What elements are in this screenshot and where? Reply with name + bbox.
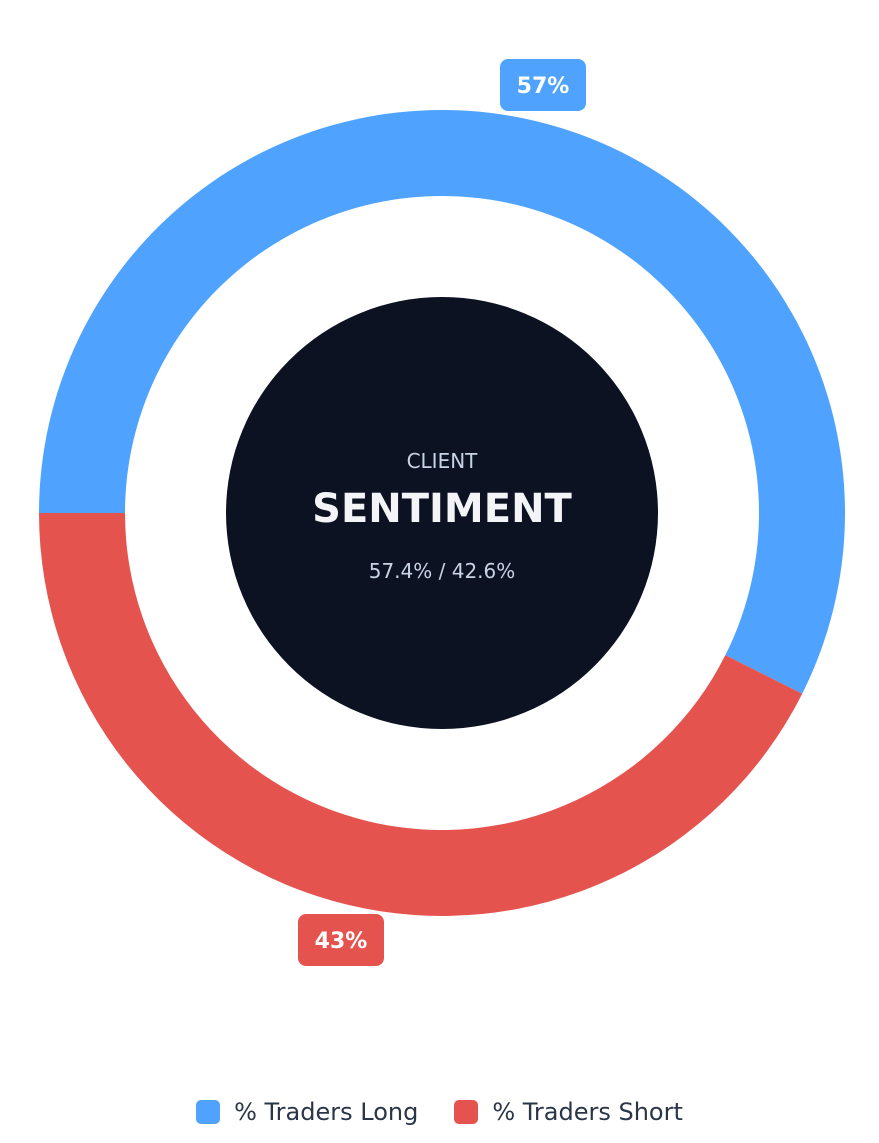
data-labels: 57% 43% bbox=[298, 59, 586, 966]
legend-label-short: % Traders Short bbox=[492, 1098, 683, 1126]
data-label-long: 57% bbox=[500, 59, 586, 111]
data-label-text: 57% bbox=[517, 74, 570, 99]
legend-item-short[interactable]: % Traders Short bbox=[454, 1098, 683, 1126]
legend-swatch-short bbox=[454, 1100, 479, 1124]
center-title: SENTIMENT bbox=[312, 486, 572, 532]
center-disc bbox=[226, 297, 658, 729]
legend-swatch-long bbox=[196, 1100, 221, 1124]
data-label-text: 43% bbox=[315, 929, 368, 954]
center-kicker: CLIENT bbox=[407, 449, 479, 473]
data-label-badge bbox=[298, 914, 384, 966]
slice-short[interactable] bbox=[39, 513, 803, 916]
center-subtitle: 57.4% / 42.6% bbox=[369, 559, 516, 583]
legend: % Traders Long % Traders Short bbox=[0, 1092, 879, 1132]
donut-slices bbox=[39, 109, 846, 916]
legend-item-long[interactable]: % Traders Long bbox=[196, 1098, 418, 1126]
data-label-badge bbox=[500, 59, 586, 111]
legend-label-long: % Traders Long bbox=[234, 1098, 419, 1126]
slice-long[interactable] bbox=[39, 109, 846, 694]
data-label-short: 43% bbox=[298, 914, 384, 966]
